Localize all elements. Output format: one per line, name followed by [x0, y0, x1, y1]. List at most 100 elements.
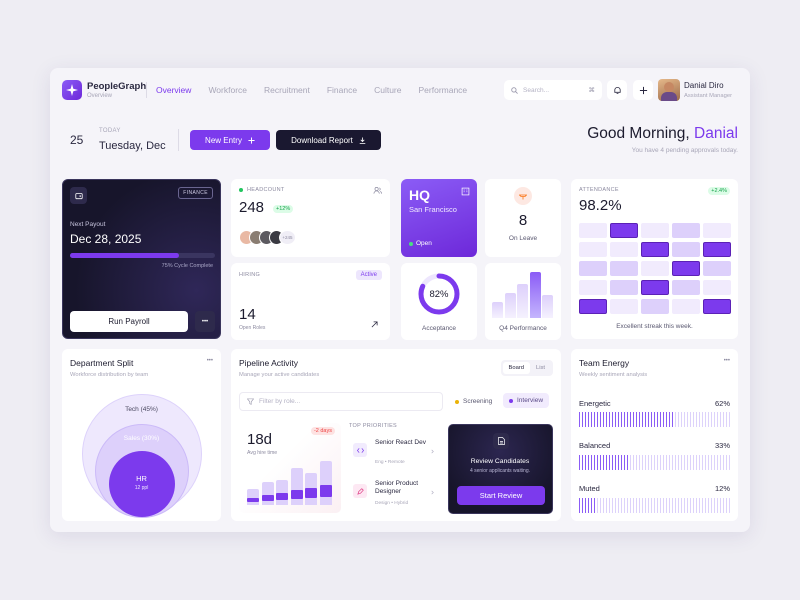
- nav-recruitment[interactable]: Recruitment: [264, 85, 310, 95]
- priority-title: Senior Product Designer: [375, 480, 418, 495]
- attendance-cell: [703, 223, 731, 238]
- priority-meta: Eng • Remote: [375, 460, 405, 465]
- energy-card: Team Energy ••• Weekly sentiment analysi…: [571, 349, 738, 521]
- board-view-button[interactable]: Board: [502, 362, 530, 374]
- header-divider: [146, 82, 147, 98]
- attendance-cell: [703, 242, 731, 257]
- hq-card[interactable]: HQ San Francisco Open: [401, 179, 477, 257]
- chevron-right-icon: [431, 490, 434, 495]
- priority-meta: Design • Hybrid: [375, 501, 409, 506]
- priorities-label: TOP PRIORITIES: [349, 423, 398, 429]
- review-sub: 4 senior applicants waiting.: [469, 468, 531, 474]
- bell-icon: [613, 86, 621, 94]
- app-logo[interactable]: [62, 80, 82, 100]
- energy-pct: 12%: [714, 484, 730, 493]
- attendance-label: ATTENDANCE: [579, 187, 619, 193]
- energy-bar: [579, 455, 731, 470]
- hiring-value: 14: [239, 306, 256, 323]
- acceptance-card: 82% Acceptance: [401, 263, 477, 340]
- attendance-value: 98.2%: [579, 197, 622, 214]
- q4-bar: [492, 301, 503, 318]
- hq-title: HQ: [409, 187, 430, 203]
- attendance-cell: [672, 242, 700, 257]
- interview-dot: [509, 398, 513, 403]
- hq-status-dot: [409, 241, 413, 246]
- download-report-button[interactable]: Download Report: [276, 130, 381, 150]
- users-icon: [373, 186, 382, 194]
- payroll-card: FINANCE Next Payout Dec 28, 2025 75% Cyc…: [62, 179, 221, 339]
- nav-performance[interactable]: Performance: [418, 85, 468, 95]
- nav-workforce[interactable]: Workforce: [208, 85, 248, 95]
- attendance-cell: [610, 299, 638, 314]
- headcount-delta: +12%: [273, 205, 294, 213]
- hiring-status-badge: Active: [355, 270, 382, 280]
- interview-chip[interactable]: Interview: [503, 393, 550, 408]
- attendance-card: ATTENDANCE +2.4% 98.2% Excellent streak …: [571, 179, 738, 339]
- energy-more-button[interactable]: •••: [723, 358, 730, 364]
- payroll-more-button[interactable]: •••: [195, 311, 215, 332]
- q4-bar: [504, 292, 516, 318]
- date-label: TODAY: [99, 128, 121, 134]
- attendance-cell: [579, 223, 607, 238]
- energy-bar-fill: [579, 498, 598, 513]
- headcount-dot: [239, 188, 243, 192]
- pen-tool-icon: [353, 484, 367, 498]
- attendance-note: Excellent streak this week.: [616, 323, 693, 330]
- run-payroll-button[interactable]: Run Payroll: [70, 311, 188, 332]
- attendance-cell: [641, 280, 669, 295]
- download-icon: [359, 136, 366, 144]
- payout-progress-fill: [70, 253, 179, 258]
- search-input[interactable]: Search...: [523, 86, 550, 94]
- energy-pct: 62%: [714, 399, 730, 408]
- finance-tag: FINANCE: [178, 187, 213, 199]
- plane-icon: [514, 187, 532, 205]
- main-nav: Overview Workforce Recruitment Finance C…: [156, 85, 484, 95]
- attendance-cell: [672, 299, 700, 314]
- hiring-card[interactable]: HIRING Active 14 Open Roles: [231, 263, 390, 340]
- attendance-cell: [703, 299, 731, 314]
- avatar[interactable]: [658, 79, 680, 101]
- pipeline-sub: Manage your active candidates: [239, 372, 320, 378]
- energy-bar: [579, 498, 731, 513]
- nav-overview[interactable]: Overview: [156, 85, 192, 95]
- add-button[interactable]: [633, 80, 653, 100]
- pipeline-title: Pipeline Activity: [239, 358, 299, 368]
- arrow-up-right-icon: [371, 321, 378, 328]
- hr-circle: [109, 451, 175, 517]
- app-frame: PeopleGraph Overview Overview Workforce …: [50, 68, 750, 532]
- date-divider: [178, 129, 179, 151]
- new-entry-button[interactable]: New Entry: [190, 130, 270, 150]
- headcount-value: 248: [239, 199, 265, 216]
- filter-icon: [247, 398, 254, 405]
- avatar-stack: +245: [239, 230, 296, 245]
- energy-label: Muted: [579, 484, 600, 493]
- energy-pct: 33%: [714, 441, 730, 450]
- start-review-button[interactable]: Start Review: [457, 486, 545, 505]
- list-view-button[interactable]: List: [535, 365, 545, 371]
- avg-hire-label: Avg hire time: [247, 450, 278, 456]
- hire-bar-segment: [290, 490, 303, 499]
- energy-bar: [579, 412, 731, 427]
- acceptance-value: 82%: [429, 289, 449, 300]
- q4-label: Q4 Performance: [499, 325, 547, 332]
- nav-finance[interactable]: Finance: [326, 85, 358, 95]
- energy-bar-fill: [579, 412, 674, 427]
- more-count-badge: +245: [279, 230, 296, 245]
- q4-card: Q4 Performance: [485, 263, 561, 340]
- hire-bar: [290, 468, 303, 505]
- priority-item[interactable]: Senior React Dev Eng • Remote: [349, 435, 437, 471]
- date-weekday: Tuesday, Dec: [99, 140, 166, 152]
- nav-culture[interactable]: Culture: [374, 85, 402, 95]
- hq-status: Open: [416, 240, 432, 247]
- attendance-cell: [610, 242, 638, 257]
- building-icon: [461, 187, 470, 196]
- search-box[interactable]: Search... ⌘: [504, 80, 602, 100]
- screening-chip[interactable]: Screening: [449, 395, 498, 408]
- hq-city: San Francisco: [409, 205, 457, 214]
- priority-item[interactable]: Senior Product Designer Design • Hybrid: [349, 476, 437, 512]
- department-more-button[interactable]: •••: [206, 358, 213, 364]
- role-filter-input[interactable]: Filter by role...: [239, 392, 443, 411]
- q4-bar: [542, 295, 553, 318]
- avg-hire-delta: -2 days: [310, 427, 335, 435]
- notifications-button[interactable]: [607, 80, 627, 100]
